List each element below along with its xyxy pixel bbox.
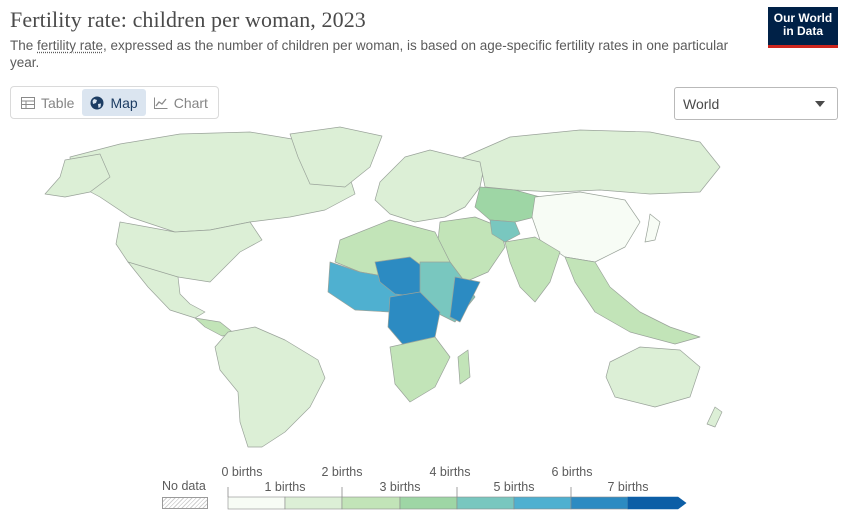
region-afghanistan[interactable] (489, 219, 521, 243)
region-southeast-asia[interactable] (564, 256, 701, 345)
line-chart-icon (153, 97, 168, 109)
legend-label-3: 3 births (379, 480, 421, 494)
legend-bin-4 (456, 496, 515, 510)
view-tabs: Table Map Chart (10, 86, 219, 119)
region-mexico[interactable] (127, 261, 206, 319)
region-new-zealand[interactable] (706, 406, 723, 428)
region-south-america[interactable] (214, 326, 326, 448)
legend-bin-2 (341, 496, 401, 510)
subtitle-text-start: The (10, 38, 38, 53)
legend-bin-3 (399, 496, 458, 510)
region-select[interactable]: World (674, 87, 838, 120)
legend-label-5: 5 births (493, 480, 535, 494)
legend-bin-0 (227, 496, 286, 510)
legend-label-2: 2 births (321, 465, 363, 479)
no-data-swatch (162, 497, 208, 509)
region-canada[interactable] (69, 131, 356, 233)
tab-table[interactable]: Table (13, 89, 82, 116)
tab-chart[interactable]: Chart (146, 89, 216, 116)
region-europe[interactable] (374, 149, 486, 223)
world-map[interactable] (10, 122, 844, 452)
chevron-down-icon (815, 101, 825, 107)
no-data-label: No data (162, 479, 206, 493)
logo-line-2: in Data (782, 24, 823, 38)
table-icon (21, 96, 35, 109)
region-greenland[interactable] (289, 126, 383, 188)
chart-subtitle: The fertility rate, expressed as the num… (10, 37, 730, 71)
region-japan[interactable] (644, 213, 661, 243)
legend-bin-6 (570, 496, 629, 510)
region-southern-africa[interactable] (389, 336, 451, 403)
region-south-asia[interactable] (504, 236, 561, 303)
legend-label-7: 7 births (607, 480, 649, 494)
legend-bin-1 (284, 496, 343, 510)
legend-label-0: 0 births (221, 465, 263, 479)
region-central-asia[interactable] (474, 186, 541, 223)
region-select-value: World (683, 96, 720, 112)
legend-bin-5 (513, 496, 572, 510)
region-somalia[interactable] (449, 276, 481, 323)
subtitle-text-end: , expressed as the number of children pe… (10, 38, 729, 70)
tab-map-label: Map (110, 94, 138, 111)
region-russia[interactable] (461, 129, 721, 195)
legend-label-6: 6 births (551, 465, 593, 479)
legend-label-1: 1 births (264, 480, 306, 494)
tab-table-label: Table (41, 94, 75, 111)
region-alaska[interactable] (44, 153, 111, 198)
legend-label-4: 4 births (429, 465, 471, 479)
legend-color-bar (227, 487, 687, 510)
fertility-rate-link[interactable]: fertility rate (37, 38, 104, 53)
logo-line-1: Our World (773, 11, 833, 25)
region-australia[interactable] (605, 346, 701, 408)
region-china[interactable] (531, 191, 641, 263)
owid-logo[interactable]: Our World in Data (768, 7, 838, 48)
tab-chart-label: Chart (173, 94, 208, 111)
region-madagascar[interactable] (457, 349, 471, 385)
globe-icon (90, 96, 104, 109)
chart-title: Fertility rate: children per woman, 2023 (10, 7, 366, 32)
legend-bin-7 (627, 496, 687, 510)
color-legend: No data 0 births 2 births 4 births 6 bir… (150, 458, 710, 517)
tab-map[interactable]: Map (82, 89, 146, 116)
